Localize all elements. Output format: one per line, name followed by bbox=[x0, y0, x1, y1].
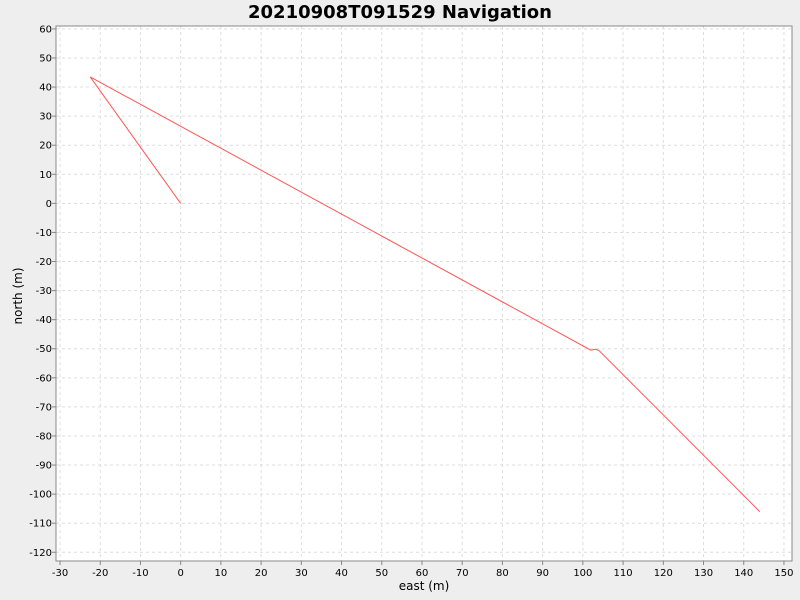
grid-lines bbox=[56, 26, 792, 561]
y-tick-label: -10 bbox=[36, 228, 52, 239]
y-tick-label: -120 bbox=[29, 548, 52, 559]
y-tick-label: -50 bbox=[36, 344, 52, 355]
x-axis-ticks: -30 -20 -10 0 10 20 30 40 50 60 70 80 90 100 110 120 130… bbox=[52, 561, 794, 579]
y-tick-label: 40 bbox=[39, 83, 52, 94]
x-tick-label: 130 bbox=[694, 568, 713, 579]
axes bbox=[55, 25, 793, 562]
y-tick-label: -90 bbox=[36, 461, 52, 472]
y-tick-label: 30 bbox=[39, 112, 52, 123]
y-axis-label: north (m) bbox=[11, 267, 25, 324]
x-tick-label: 60 bbox=[416, 568, 429, 579]
x-tick-label: 20 bbox=[255, 568, 268, 579]
y-tick-label: -30 bbox=[36, 286, 52, 297]
x-tick-label: -20 bbox=[92, 568, 108, 579]
x-tick-label: 90 bbox=[536, 568, 549, 579]
x-tick-label: 30 bbox=[295, 568, 308, 579]
x-tick-label: 110 bbox=[614, 568, 633, 579]
y-tick-label: -110 bbox=[29, 519, 52, 530]
y-tick-label: 20 bbox=[39, 141, 52, 152]
plot-border bbox=[55, 25, 793, 562]
y-tick-label: -70 bbox=[36, 402, 52, 413]
y-tick-label: -20 bbox=[36, 257, 52, 268]
y-tick-label: -80 bbox=[36, 431, 52, 442]
y-tick-label: -40 bbox=[36, 315, 52, 326]
x-tick-label: -10 bbox=[132, 568, 148, 579]
x-tick-label: 0 bbox=[177, 568, 183, 579]
x-tick-label: 100 bbox=[573, 568, 592, 579]
y-tick-label: -100 bbox=[29, 490, 52, 501]
x-tick-label: 120 bbox=[654, 568, 673, 579]
series-layer bbox=[89, 76, 761, 512]
y-axis-ticks: 60 50 40 30 20 10 0 -10 -20 -30 -40 -50 -60 -70 -80 -90… bbox=[29, 24, 56, 559]
chart-title: 20210908T091529 Navigation bbox=[248, 2, 552, 23]
x-tick-label: 40 bbox=[335, 568, 348, 579]
y-tick-label: -60 bbox=[36, 373, 52, 384]
series-line bbox=[89, 76, 761, 512]
y-tick-label: 0 bbox=[46, 199, 52, 210]
x-axis-label: east (m) bbox=[399, 579, 450, 593]
x-tick-label: 140 bbox=[734, 568, 753, 579]
y-tick-label: 50 bbox=[39, 53, 52, 64]
y-tick-label: 60 bbox=[39, 24, 52, 35]
x-tick-label: -30 bbox=[52, 568, 68, 579]
x-tick-label: 150 bbox=[774, 568, 793, 579]
y-tick-label: 10 bbox=[39, 170, 52, 181]
x-tick-label: 50 bbox=[375, 568, 388, 579]
x-tick-label: 80 bbox=[496, 568, 509, 579]
x-tick-label: 70 bbox=[456, 568, 469, 579]
plot-area bbox=[56, 26, 792, 561]
x-tick-label: 10 bbox=[215, 568, 228, 579]
